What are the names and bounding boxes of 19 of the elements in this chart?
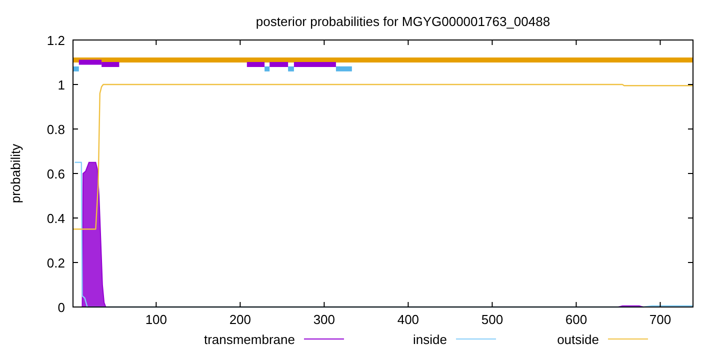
x-tick-label: 500	[481, 312, 504, 327]
legend-label: inside	[413, 332, 447, 347]
y-tick-label: 0.4	[46, 211, 65, 226]
x-tick-label: 700	[649, 312, 672, 327]
y-tick-label: 0.8	[46, 122, 65, 137]
y-tick-label: 1	[58, 78, 65, 92]
x-tick-label: 300	[313, 312, 336, 327]
y-axis-title: probability	[8, 143, 23, 204]
x-tick-label: 200	[229, 312, 252, 327]
y-tick-label: 1.2	[46, 33, 65, 48]
x-tick-label: 100	[145, 312, 168, 327]
x-tick-label: 400	[397, 312, 420, 327]
y-tick-label: 0.2	[46, 256, 65, 270]
legend-label: transmembrane	[204, 332, 295, 347]
y-tick-label: 0	[58, 300, 65, 315]
legend-label: outside	[557, 332, 599, 347]
chart-title: posterior probabilities for MGYG000001763_00488	[256, 14, 550, 29]
y-tick-label: 0.6	[46, 166, 65, 182]
x-tick-label: 600	[565, 312, 588, 327]
